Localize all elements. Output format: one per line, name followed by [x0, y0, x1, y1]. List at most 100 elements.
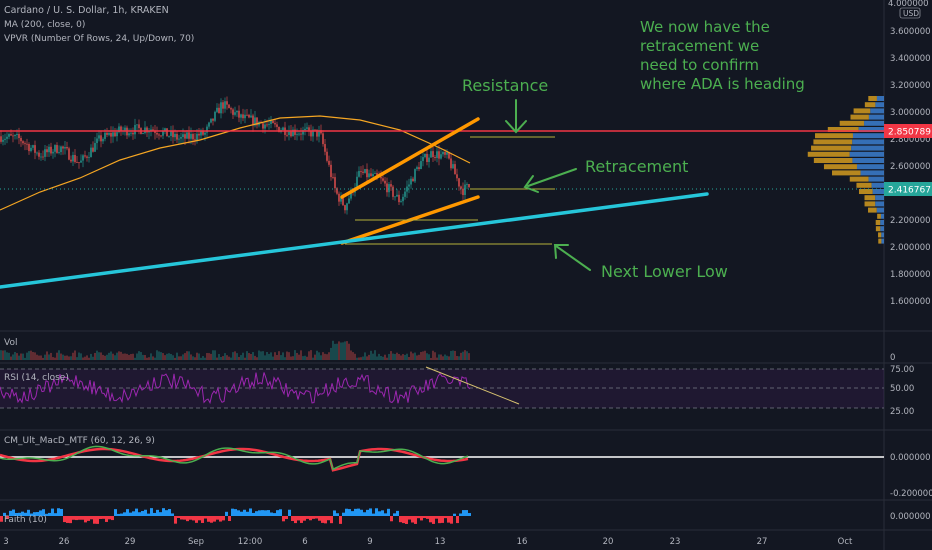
candle-body [342, 196, 344, 206]
rsi-trendline[interactable] [425, 366, 520, 405]
candle-body [228, 104, 230, 109]
faith-label[interactable]: Faith (10) [4, 515, 47, 525]
faith-bar [63, 516, 66, 523]
candle-body [392, 186, 394, 197]
volume-bar [408, 356, 410, 360]
faith-bar [219, 516, 222, 522]
candle-body [390, 184, 392, 187]
candle-body [74, 155, 76, 163]
candle-body [70, 159, 72, 162]
faith-bar [444, 516, 447, 519]
candle-body [338, 193, 340, 202]
horizontal-levels[interactable] [345, 136, 555, 245]
faith-bar [96, 516, 99, 524]
candle-body [450, 158, 452, 169]
vp-bar-down [850, 114, 869, 120]
faith-bar [195, 516, 198, 523]
volume-bar [364, 352, 366, 360]
faith-bar [315, 516, 318, 519]
volume-bar [152, 356, 154, 360]
time-axis-label: Sep [188, 537, 204, 547]
macd-label[interactable]: CM_Ult_MacD_MTF (60, 12, 26, 9) [4, 436, 155, 446]
candle-body [114, 132, 116, 137]
candle-body [330, 164, 332, 178]
volume-bar [394, 354, 396, 360]
candle-body [188, 132, 190, 139]
faith-bar [174, 516, 177, 524]
volume-bar [206, 353, 208, 360]
price-tick: 2.800000 [890, 135, 931, 145]
volume-bar [412, 353, 414, 360]
vp-bar-up [852, 133, 884, 139]
faith-bar [87, 516, 90, 521]
vp-bar-down [875, 220, 881, 225]
volume-bar [50, 352, 52, 360]
price-scale[interactable]: 4.000000 USD 3.600000 3.400000 3.200000 3.0… [884, 0, 932, 307]
volume-bar [410, 351, 412, 360]
candle-body [372, 173, 374, 177]
label-resistance: Resistance [462, 76, 548, 95]
faith-bar [291, 516, 294, 521]
volume-bar [128, 354, 130, 360]
vp-bar-up [864, 120, 884, 126]
candle-body [440, 154, 442, 159]
faith-bar [417, 516, 420, 519]
vp-bar-down [856, 182, 872, 188]
faith-bar [120, 513, 123, 516]
candle-body [302, 130, 304, 135]
study-vpvr[interactable]: VPVR (Number Of Rows, 24, Up/Down, 70) [4, 34, 194, 44]
candle-body [408, 184, 410, 187]
faith-bar [423, 516, 426, 519]
rsi-band [0, 369, 884, 408]
rsi-tick-50: 50.00 [890, 384, 914, 394]
faith-bar [363, 512, 366, 516]
candle-body [290, 131, 292, 137]
faith-bar [234, 509, 237, 516]
chart-title[interactable]: Cardano / U. S. Dollar, 1h, KRAKEN [4, 5, 169, 16]
faith-bar [261, 510, 264, 516]
candle-body [30, 147, 32, 152]
candle-body [38, 152, 40, 157]
time-axis-label: 13 [435, 537, 446, 547]
candle-body [180, 137, 182, 139]
faith-bar [258, 510, 261, 516]
candle-body [328, 160, 330, 165]
candle-body [14, 135, 16, 137]
candle-body [170, 131, 172, 136]
volume-bar [240, 355, 242, 360]
rsi-label[interactable]: RSI (14, close) [4, 373, 69, 383]
long-trendline[interactable] [0, 192, 709, 289]
faith-bar [378, 511, 381, 516]
candle-body [416, 167, 418, 170]
volume-bar [250, 353, 252, 360]
volume-bar [424, 350, 426, 360]
time-axis[interactable]: 3 26 29 Sep 12:00 6 9 13 16 20 23 27 Oct [3, 537, 853, 547]
volume-bar [286, 351, 288, 360]
faith-bar [42, 509, 45, 516]
faith-bar [210, 516, 213, 523]
candle-body [86, 156, 88, 158]
time-axis-label: 12:00 [238, 537, 263, 547]
candle-body [176, 133, 178, 140]
candle-body [422, 157, 424, 162]
candle-body [172, 131, 174, 138]
faith-bar [81, 516, 84, 520]
faith-bar [411, 516, 414, 523]
volume-bar [44, 354, 46, 360]
candle-body [454, 164, 456, 175]
study-ma[interactable]: MA (200, close, 0) [4, 20, 85, 30]
volume-bar [406, 353, 408, 360]
volume-bar [356, 357, 358, 360]
faith-bar [204, 516, 207, 519]
faith-bar [6, 516, 9, 519]
candle-body [304, 128, 306, 131]
faith-bar [168, 509, 171, 516]
volume-label[interactable]: Vol [4, 338, 17, 348]
candle-body [418, 167, 420, 170]
volume-bar [430, 357, 432, 360]
volume-bar [344, 341, 346, 360]
faith-bar [198, 516, 201, 521]
volume-bar [134, 357, 136, 360]
faith-bar [387, 508, 390, 516]
